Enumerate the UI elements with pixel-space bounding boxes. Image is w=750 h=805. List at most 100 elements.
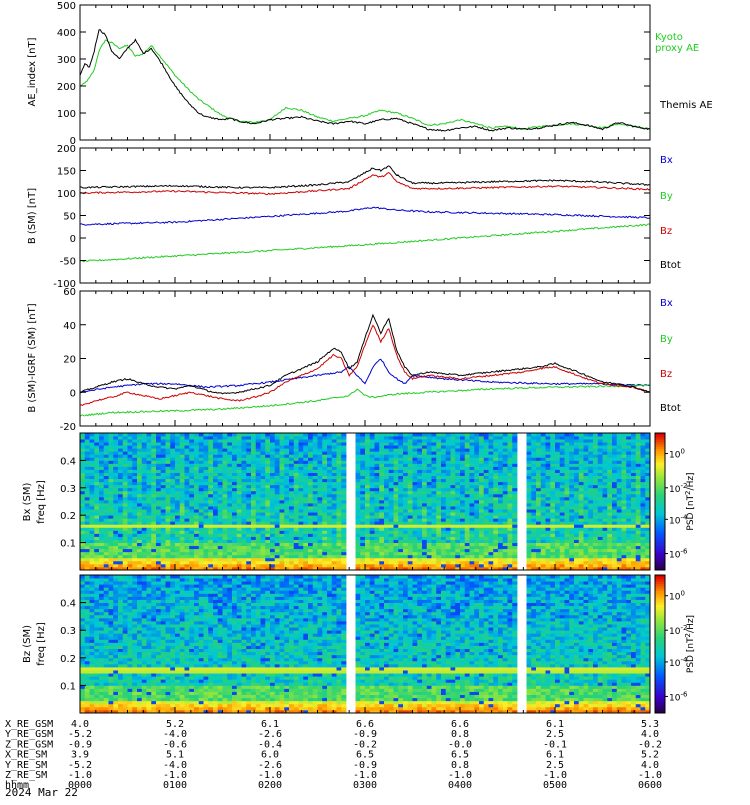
spectrogram-cell	[80, 466, 85, 469]
spectrogram-cell	[166, 546, 171, 549]
spectrogram-cell	[170, 509, 175, 512]
spectrogram-cell	[284, 524, 289, 527]
spectrogram-cell	[479, 494, 484, 497]
spectrogram-cell	[398, 451, 403, 454]
spectrogram-cell	[546, 439, 551, 442]
spectrogram-cell	[185, 457, 190, 460]
spectrogram-cell	[113, 451, 118, 454]
spectrogram-cell	[204, 479, 209, 482]
spectrogram-cell	[465, 448, 470, 451]
spectrogram-cell	[493, 515, 498, 518]
spectrogram-cell	[123, 503, 128, 506]
spectrogram-cell	[484, 497, 489, 500]
spectrogram-cell	[398, 555, 403, 558]
spectrogram-cell	[531, 527, 536, 530]
spectrogram-cell	[322, 558, 327, 561]
spectrogram-cell	[356, 552, 361, 555]
spectrogram-cell	[584, 485, 589, 488]
spectrogram-cell	[503, 518, 508, 521]
spectrogram-cell	[104, 442, 109, 445]
spectrogram-cell	[261, 454, 266, 457]
spectrogram-cell	[579, 527, 584, 530]
spectrogram-cell	[208, 479, 213, 482]
spectrogram-cell	[441, 552, 446, 555]
spectrogram-cell	[251, 540, 256, 543]
spectrogram-cell	[493, 540, 498, 543]
spectrogram-cell	[389, 518, 394, 521]
spectrogram-cell	[508, 549, 513, 552]
spectrogram-cell	[370, 473, 375, 476]
spectrogram-cell	[398, 454, 403, 457]
spectrogram-cell	[479, 552, 484, 555]
spectrogram-cell	[512, 442, 517, 445]
spectrogram-cell	[417, 527, 422, 530]
spectrogram-cell	[313, 454, 318, 457]
spectrogram-cell	[484, 521, 489, 524]
spectrogram-cell	[465, 470, 470, 473]
spectrogram-cell	[303, 476, 308, 479]
spectrogram-cell	[170, 448, 175, 451]
spectrogram-cell	[403, 515, 408, 518]
spectrogram-cell	[213, 564, 218, 567]
spectrogram-cell	[398, 506, 403, 509]
spectrogram-cell	[299, 506, 304, 509]
spectrogram-cell	[550, 460, 555, 463]
spectrogram-cell	[512, 460, 517, 463]
spectrogram-cell	[204, 561, 209, 564]
spectrogram-cell	[261, 537, 266, 540]
spectrogram-cell	[413, 503, 418, 506]
spectrogram-cell	[370, 485, 375, 488]
spectrogram-cell	[166, 564, 171, 567]
spectrogram-cell	[408, 436, 413, 439]
spectrogram-cell	[508, 524, 513, 527]
spectrogram-cell	[185, 558, 190, 561]
spectrogram-cell	[180, 460, 185, 463]
spectrogram-cell	[375, 518, 380, 521]
spectrogram-cell	[280, 500, 285, 503]
spectrogram-cell	[318, 524, 323, 527]
spectrogram-cell	[161, 515, 166, 518]
spectrogram-cell	[99, 491, 104, 494]
spectrogram-cell	[474, 558, 479, 561]
spectrogram-cell	[137, 448, 142, 451]
spectrogram-cell	[555, 460, 560, 463]
spectrogram-cell	[379, 515, 384, 518]
spectrogram-cell	[175, 503, 180, 506]
spectrogram-cell	[303, 509, 308, 512]
spectrogram-cell	[446, 494, 451, 497]
spectrogram-cell	[246, 482, 251, 485]
spectrogram-cell	[322, 527, 327, 530]
spectrogram-cell	[394, 558, 399, 561]
spectrogram-cell	[446, 533, 451, 536]
spectrogram-cell	[265, 448, 270, 451]
spectrogram-cell	[541, 491, 546, 494]
spectrogram-cell	[508, 546, 513, 549]
spectrogram-cell	[436, 530, 441, 533]
spectrogram-cell	[223, 470, 228, 473]
spectrogram-cell	[270, 503, 275, 506]
spectrogram-cell	[142, 527, 147, 530]
spectrogram-cell	[251, 537, 256, 540]
spectrogram-cell	[223, 473, 228, 476]
spectrogram-cell	[175, 537, 180, 540]
spectrogram-cell	[484, 555, 489, 558]
spectrogram-cell	[484, 433, 489, 436]
spectrogram-cell	[403, 527, 408, 530]
spectrogram-cell	[208, 470, 213, 473]
spectrogram-cell	[579, 500, 584, 503]
spectrogram-cell	[427, 439, 432, 442]
spectrogram-cell	[389, 561, 394, 564]
spectrogram-cell	[185, 470, 190, 473]
spectrogram-cell	[588, 485, 593, 488]
spectrogram-cell	[218, 439, 223, 442]
spectrogram-cell	[280, 491, 285, 494]
spectrogram-cell	[489, 515, 494, 518]
spectrogram-cell	[569, 555, 574, 558]
spectrogram-cell	[584, 527, 589, 530]
spectrogram-cell	[550, 439, 555, 442]
spectrogram-cell	[531, 503, 536, 506]
spectrogram-cell	[550, 433, 555, 436]
spectrogram-cell	[531, 530, 536, 533]
spectrogram-cell	[546, 546, 551, 549]
spectrogram-cell	[550, 466, 555, 469]
